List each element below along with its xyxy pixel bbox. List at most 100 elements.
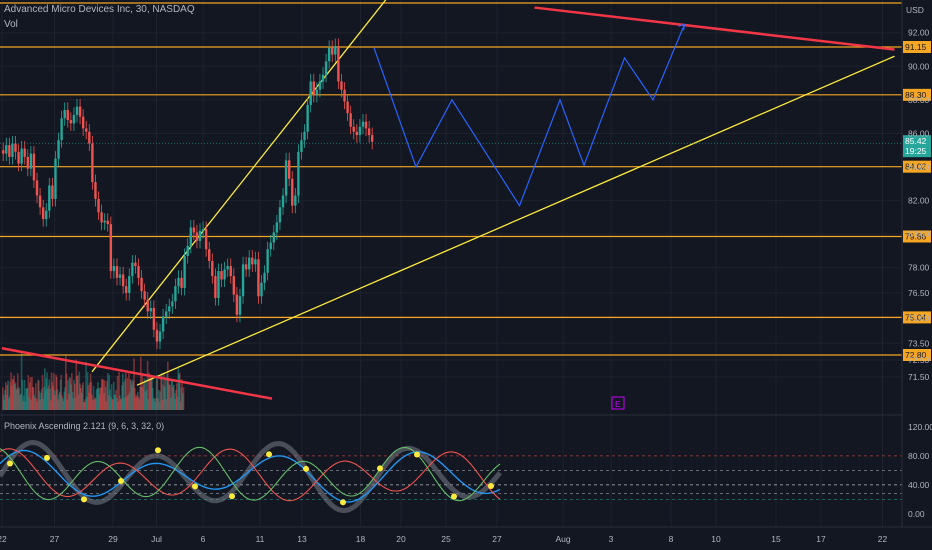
candle-body (26, 156, 29, 169)
volume-bar (148, 372, 150, 410)
candle-body (275, 222, 279, 233)
candle-body (54, 158, 57, 199)
volume-bar (59, 379, 62, 410)
oscillator-pane (0, 439, 902, 514)
level-tag (903, 41, 931, 53)
volume-bar (41, 374, 44, 410)
candle-body (91, 143, 94, 183)
oscillator-signal (155, 447, 161, 454)
volume-bar (73, 379, 75, 410)
level-tag (903, 88, 931, 101)
volume-bar (70, 384, 72, 410)
candle-body (238, 296, 242, 315)
candle-body (131, 262, 134, 277)
level-tag (903, 230, 931, 243)
volume-bar (29, 382, 31, 410)
volume-bar (146, 390, 148, 410)
volume-bar (104, 380, 106, 410)
price-tick-label: 82.00 (908, 196, 930, 206)
volume-bar (28, 397, 30, 410)
level-tag-label: 91.15 (905, 42, 927, 52)
volume-bar (102, 379, 105, 410)
volume-bar (90, 381, 93, 410)
volume-bar (152, 387, 154, 410)
candle-body (343, 89, 346, 102)
candle-body (300, 140, 303, 152)
last-price-label: 85.42 (905, 136, 927, 146)
volume-bar (4, 389, 6, 410)
volume-bar (116, 397, 118, 410)
indicator-title[interactable]: Phoenix Ascending 2.121 (9, 6, 3, 32, 0) (4, 421, 165, 431)
volume-bar (171, 381, 174, 410)
volume-bar (182, 387, 185, 410)
volume-bar (130, 380, 132, 410)
volume-bar (53, 390, 56, 410)
volume-bar (163, 374, 165, 410)
volume-bar (116, 375, 119, 410)
volume-bar (80, 392, 83, 410)
volume-bar (149, 378, 151, 410)
volume-bar (54, 395, 57, 410)
volume-bar (61, 395, 63, 410)
volume-bar (164, 379, 167, 410)
volume-bar (96, 388, 99, 410)
volume-bar (95, 398, 97, 410)
trendline-red (534, 6, 895, 51)
candle-body (291, 178, 294, 206)
projection-path[interactable] (373, 23, 686, 207)
volume-bar (11, 385, 13, 410)
volume-bar (33, 395, 36, 410)
volume-bar (158, 401, 161, 410)
symbol-title[interactable]: Advanced Micro Devices Inc, 30, NASDAQ (4, 4, 195, 15)
trendlines[interactable] (1, 0, 895, 400)
volume-bar (62, 398, 64, 410)
volume-bar (8, 396, 11, 410)
oscillator-signal (414, 451, 420, 458)
volume-bar (137, 391, 139, 410)
volume-bar (180, 387, 183, 410)
currency-label: USD (906, 5, 924, 15)
volume-bar (153, 397, 156, 410)
horizontal-levels[interactable]: 91.15 88.30 84.02 79.86 75.04 72.80 (0, 2, 931, 361)
volume-bar (93, 399, 96, 410)
volume-bar (27, 375, 30, 410)
candle-body (352, 126, 355, 132)
volume-bar (32, 387, 35, 410)
volume-bar (32, 387, 34, 410)
candle-body (358, 126, 362, 136)
volume-bar (169, 384, 171, 410)
oscillator-tick-label: 120.00 (908, 422, 932, 432)
candle-body (254, 259, 257, 265)
candle-body (41, 207, 45, 220)
candle-body (118, 274, 122, 278)
volume-bar (40, 392, 42, 410)
volume-bar (125, 372, 127, 410)
volume-bar (132, 381, 135, 410)
date-tick-label: 11 (256, 534, 265, 544)
candle-body (192, 227, 196, 233)
candle-body (331, 47, 334, 55)
volume-label[interactable]: Vol (4, 19, 18, 30)
candle-body (78, 106, 82, 117)
volume-bar (138, 399, 141, 410)
candle-body (115, 266, 119, 278)
volume-bar (173, 385, 175, 410)
earnings-event-marker[interactable]: E (611, 396, 625, 410)
volume-bar (98, 394, 101, 410)
volume-bar (35, 383, 37, 410)
volume-bar (101, 378, 103, 410)
volume-bar (100, 387, 102, 410)
volume-bars (2, 352, 185, 410)
candle-body (81, 116, 85, 129)
candle-body (140, 277, 143, 292)
candle-body (48, 185, 51, 211)
volume-bar (92, 400, 94, 410)
volume-bar (77, 394, 80, 410)
volume-bar (10, 372, 12, 410)
volume-bar (166, 374, 168, 410)
volume-bar (134, 387, 136, 410)
candle-body (32, 153, 36, 181)
candle-body (97, 198, 100, 213)
